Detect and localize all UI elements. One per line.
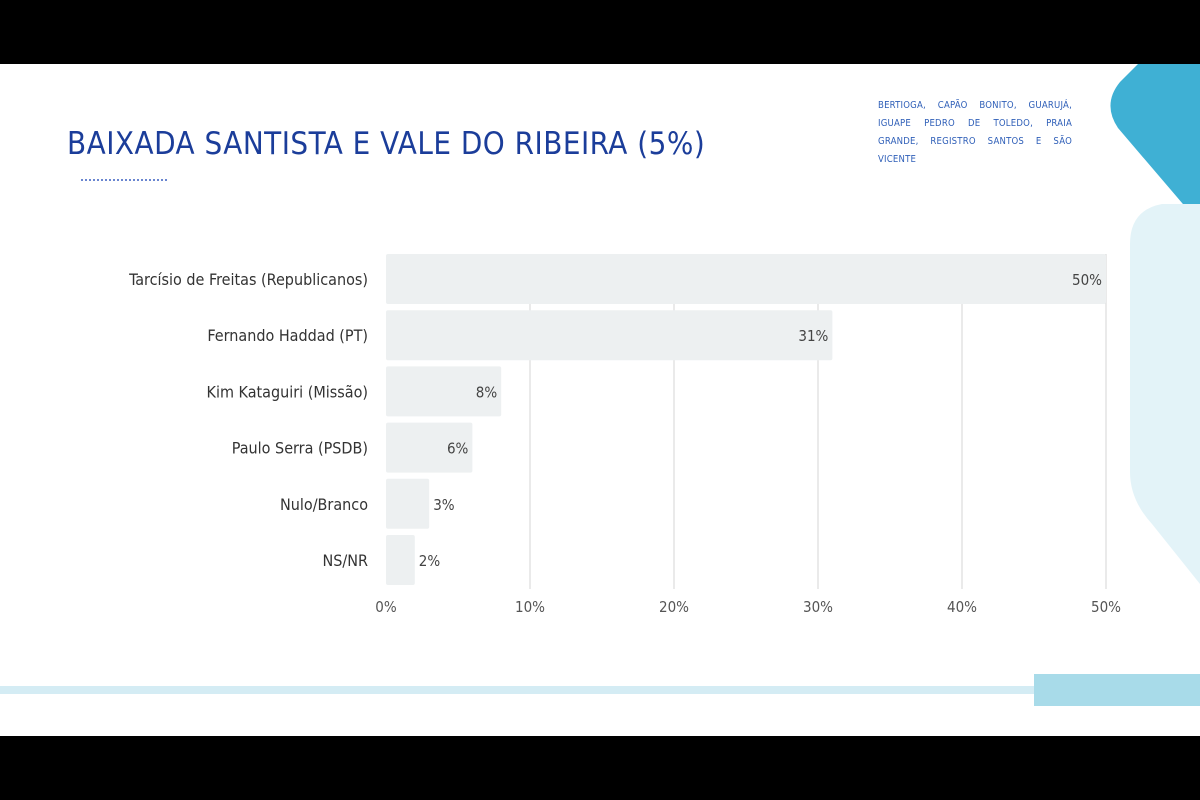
bar (386, 535, 415, 585)
x-tick-labels: 0% 10% 20% 30% 40% 50% (375, 598, 1121, 616)
value-label: 50% (1072, 271, 1102, 289)
value-label: 31% (798, 327, 828, 345)
bar (386, 254, 1106, 304)
x-tick-label: 30% (803, 598, 833, 616)
x-tick-label: 10% (515, 598, 545, 616)
title-underline (81, 179, 167, 181)
category-label: Kim Kataguiri (Missão) (207, 382, 369, 401)
category-label: NS/NR (322, 551, 368, 570)
letterbox-bottom (0, 736, 1200, 800)
bars (386, 254, 1106, 585)
x-tick-label: 50% (1091, 598, 1121, 616)
slide-title: BAIXADA SANTISTA E VALE DO RIBEIRA (5%) (67, 126, 706, 162)
municipios-list: BERTIOGA, CAPÃO BONITO, GUARUJÁ, IGUAPE … (878, 100, 1072, 165)
decorative-shape-top (1110, 64, 1200, 224)
bottom-accent-line (0, 686, 1133, 694)
slide: BAIXADA SANTISTA E VALE DO RIBEIRA (5%) … (0, 64, 1200, 736)
bar (386, 478, 430, 529)
letterbox-top (0, 0, 1200, 64)
category-label: Fernando Haddad (PT) (207, 326, 368, 345)
x-tick-label: 20% (659, 598, 689, 616)
value-label: 3% (433, 496, 455, 514)
decorative-shape-right (1130, 204, 1200, 584)
value-labels: 50% 31% 8% 6% 3% 2% (419, 271, 1102, 570)
bar (386, 366, 502, 417)
bar (386, 310, 833, 361)
value-label: 2% (419, 552, 441, 570)
grid-lines (529, 254, 1107, 589)
x-tick-label: 0% (375, 598, 397, 616)
category-label: Tarcísio de Freitas (Republicanos) (128, 270, 368, 289)
bar (386, 422, 473, 473)
category-label: Paulo Serra (PSDB) (232, 439, 368, 458)
category-labels: Tarcísio de Freitas (Republicanos) Fernan… (128, 270, 368, 570)
x-tick-label: 40% (947, 598, 977, 616)
bottom-accent-tab (1034, 674, 1200, 706)
category-label: Nulo/Branco (280, 495, 368, 514)
bar-chart: Tarcísio de Freitas (Republicanos) Fernan… (128, 254, 1121, 616)
value-label: 8% (476, 383, 498, 401)
value-label: 6% (447, 440, 469, 458)
